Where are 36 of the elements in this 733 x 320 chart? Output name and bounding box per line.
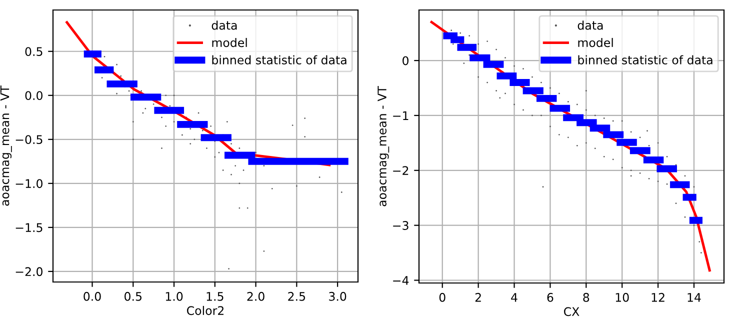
x-tick-label: 6 [547,292,554,302]
x-tick-label: 2.5 [288,292,306,301]
legend-label: binned statistic of data [578,55,712,64]
y-tick-label: 0.0 [25,91,42,100]
y-tick-label: −1.5 [16,223,42,232]
x-tick-label: 10 [616,292,629,302]
legend-label: data [578,20,603,30]
legend-label: model [578,38,613,48]
x-tick-label: 3.0 [329,292,346,301]
y-tick-label: 0 [402,56,408,66]
x-tick-label: 0.0 [84,292,101,301]
y-tick-label: 0.5 [25,47,42,56]
y-tick-label: −1 [393,111,408,120]
y-axis-title: aoacmag_mean - VT [0,86,12,206]
y-tick-label: −2.0 [16,267,42,276]
x-tick-label: 0.5 [124,292,142,301]
x-tick-label: 1.0 [166,292,183,301]
x-tick-label: 1.5 [206,292,224,301]
x-axis-title: CX [564,307,580,316]
legend-label: binned statistic of data [212,55,346,64]
y-tick-label: −0.5 [16,135,42,144]
y-tick-label: −3 [393,221,408,230]
x-tick-label: 2.0 [247,292,264,301]
y-tick-label: −4 [393,276,409,285]
y-tick-label: −1.0 [16,179,42,188]
legend-label: model [212,38,247,48]
y-axis-title: aoacmag_mean - VT [378,86,390,206]
x-axis-title: Color2 [186,306,224,316]
legend-label: data [212,20,237,30]
x-tick-label: 4 [511,293,518,302]
x-tick-label: 14 [688,293,701,302]
x-tick-label: 12 [652,292,664,302]
x-tick-label: 8 [583,292,590,302]
x-tick-label: 0 [439,292,446,302]
y-tick-label: −2 [393,166,408,175]
x-tick-label: 2 [475,292,481,302]
